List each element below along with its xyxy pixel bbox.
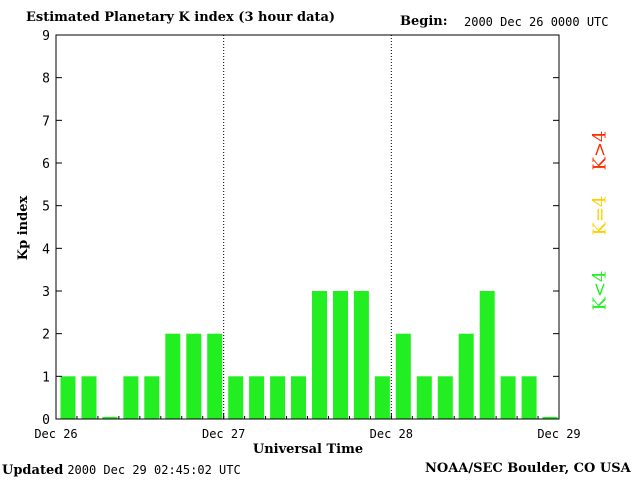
x-tick-label: Dec 28 — [370, 427, 413, 441]
bar — [186, 333, 202, 419]
updated-label: Updated — [2, 463, 64, 478]
bar — [123, 376, 139, 419]
y-tick-label: 3 — [42, 285, 50, 300]
y-tick-label: 0 — [42, 413, 50, 428]
y-tick-label: 5 — [42, 200, 50, 215]
bar — [270, 376, 286, 419]
bar — [458, 333, 474, 419]
bar — [102, 416, 118, 419]
updated-value: 2000 Dec 29 02:45:02 UTC — [67, 463, 241, 477]
legend-k-equal-4: K=4 — [589, 195, 611, 236]
y-axis-label: Kp index — [16, 196, 31, 261]
bar — [165, 333, 181, 419]
updated-line: Updated 2000 Dec 29 02:45:02 UTC — [2, 461, 241, 479]
x-tick-label: Dec 27 — [202, 427, 245, 441]
bar — [437, 376, 453, 419]
bar — [542, 416, 558, 419]
bar — [374, 376, 390, 419]
bar — [479, 291, 495, 419]
bar — [500, 376, 516, 419]
bar — [416, 376, 432, 419]
chart-title: Estimated Planetary K index (3 hour data… — [26, 10, 336, 25]
begin-label: Begin: — [400, 14, 448, 29]
y-tick-label: 7 — [42, 114, 50, 129]
bar — [81, 376, 97, 419]
bar — [228, 376, 244, 419]
y-tick-label: 8 — [42, 72, 50, 87]
legend-k-greater-4: K>4 — [589, 130, 611, 171]
bar — [395, 333, 411, 419]
bar — [291, 376, 306, 419]
bar — [521, 376, 537, 419]
bar — [249, 376, 265, 419]
bar — [144, 376, 160, 419]
x-tick-label: Dec 26 — [34, 427, 77, 441]
source-credit: NOAA/SEC Boulder, CO USA — [425, 461, 631, 476]
bar — [60, 376, 76, 419]
legend-k-less-4: K<4 — [589, 270, 611, 311]
bar-series — [60, 291, 558, 419]
y-tick-label: 4 — [42, 242, 50, 257]
y-tick-label: 9 — [42, 29, 50, 44]
y-tick-label: 2 — [42, 328, 50, 343]
x-axis-ticks: Dec 26 Dec 27 Dec 28 Dec 29 — [34, 413, 581, 441]
bar — [333, 291, 348, 419]
bar — [353, 291, 369, 419]
begin-value: 2000 Dec 26 0000 UTC — [464, 15, 609, 29]
x-tick-label: Dec 29 — [537, 427, 580, 441]
y-axis-ticks: 0 1 2 3 4 5 6 7 8 9 — [42, 29, 559, 428]
bar — [312, 291, 327, 419]
bar — [207, 333, 223, 419]
y-tick-label: 1 — [42, 370, 50, 385]
x-axis-label: Universal Time — [253, 442, 363, 457]
y-tick-label: 6 — [42, 157, 50, 172]
